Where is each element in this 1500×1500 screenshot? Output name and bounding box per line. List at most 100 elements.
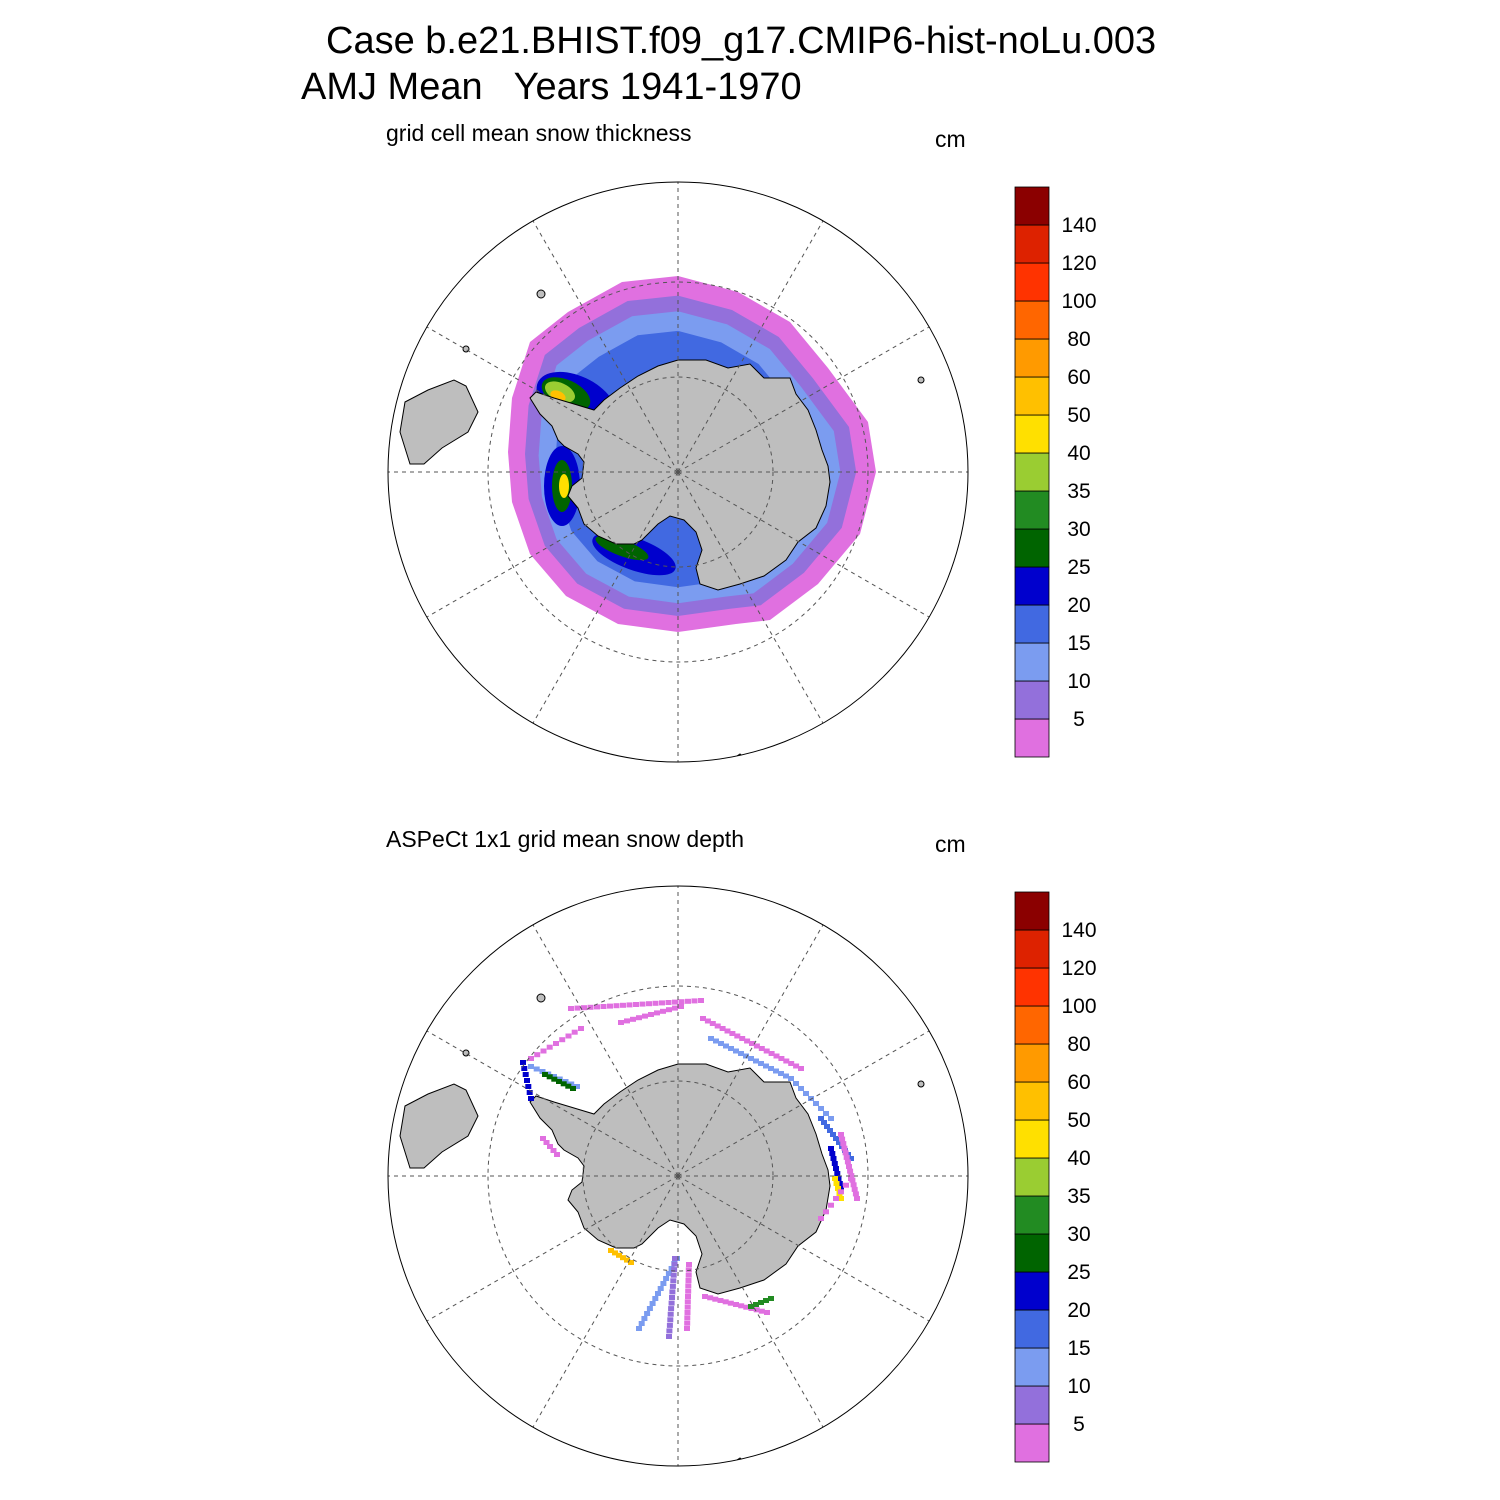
p2-observation-cell (838, 1196, 844, 1201)
p2-island (917, 1080, 925, 1088)
p2-observation-cell (758, 1046, 765, 1051)
p1-map-area (399, 276, 925, 762)
p2-observation-cell (684, 1320, 691, 1326)
p2-observation-cell (568, 1006, 574, 1011)
p1-meridian (677, 220, 824, 473)
p2-observation-cell (539, 1069, 546, 1074)
p1-colorbar-tick-label: 15 (1067, 632, 1090, 655)
p2-observation-cell (533, 1066, 540, 1072)
p2-observation-cell (528, 1056, 534, 1061)
p2-map-area (399, 993, 925, 1466)
p2-observation-cell (783, 1058, 790, 1064)
p2-observation-cell (758, 1308, 765, 1314)
p2-observation-cell (666, 1334, 672, 1339)
p2-observation-cell (753, 1307, 760, 1313)
p2-colorbar-tick-label: 5 (1073, 1413, 1085, 1436)
p2-observation-cell (620, 1255, 626, 1261)
p1-colorbar-swatch (1014, 566, 1050, 606)
p2-observation-cell (524, 1078, 530, 1083)
p2-observation-cell (836, 1181, 843, 1186)
p2-observation-cell (836, 1140, 842, 1145)
p2-colorbar-swatch (1014, 1385, 1050, 1425)
p2-observation-cell (763, 1298, 769, 1303)
p1-colorbar-tick-label: 40 (1067, 442, 1090, 465)
p2-observation-cell (854, 1196, 860, 1201)
p2-observation-cell (738, 1303, 745, 1309)
p2-observation-cell (831, 1161, 838, 1166)
p2-observation-cell (768, 1296, 774, 1301)
p2-observation-cell (669, 1283, 676, 1289)
p2-observation-cell (550, 1148, 557, 1153)
p2-observation-cell (665, 1271, 672, 1276)
p2-colorbar: 5 10 15 20 25 30 35 40 50 60 80 100 120 140 (1014, 891, 1097, 1463)
p2-observation-cell (667, 1311, 674, 1317)
p2-observation-cell (840, 1141, 847, 1147)
p2-colorbar-swatch (1014, 929, 1050, 969)
p1-colorbar-tick-label: 35 (1067, 480, 1090, 503)
p2-colorbar-swatch (1014, 1195, 1050, 1235)
p2-observation-cell (672, 1005, 678, 1011)
p2-observation-cell (608, 1248, 614, 1253)
p2-colorbar-swatch (1014, 1043, 1050, 1083)
p2-observation-cell (618, 1020, 624, 1025)
p1-colorbar-tick-label: 5 (1073, 708, 1085, 731)
p2-observation-cell (574, 1005, 581, 1011)
p2-observation-cell (642, 1013, 648, 1019)
p2-colorbar-tick-label: 10 (1067, 1375, 1090, 1398)
p2-observation-cell (758, 1300, 764, 1305)
p2-observation-cell (835, 1176, 842, 1181)
p2-observation-cell (832, 1176, 838, 1181)
p2-observation-cell (624, 1018, 630, 1024)
p2-observation-cell (553, 1041, 559, 1046)
p2-observation-cell (714, 1023, 721, 1029)
p2-observation-cell (685, 1278, 692, 1283)
p2-observation-cell (657, 1286, 664, 1291)
p2-colorbar-tick-label: 40 (1067, 1147, 1090, 1170)
p2-observation-cell (838, 1132, 844, 1137)
p1-snow-band-40-50 (559, 474, 569, 498)
p2-observation-cell (713, 1038, 719, 1044)
p2-observation-cell (727, 1300, 734, 1306)
p2-observation-cell (798, 1066, 804, 1071)
p2-observation-cell (719, 1026, 726, 1031)
p2-observation-cell (844, 1159, 851, 1165)
p2-colorbar-swatch (1014, 1347, 1050, 1387)
p2-observation-cell (684, 1299, 691, 1305)
p2-observation-cell (691, 998, 698, 1004)
p2-observation-cell (670, 1272, 677, 1278)
p2-observation-cell (828, 1202, 834, 1208)
p2-colorbar-swatch (1014, 1119, 1050, 1159)
p2-observation-cell (778, 1056, 785, 1061)
p2-colorbar-swatch (1014, 891, 1050, 931)
p1-colorbar-tick-label: 140 (1061, 214, 1096, 237)
p2-observation-cell (717, 1298, 724, 1303)
p2-latitude-circle (487, 985, 869, 1367)
panel1-units: cm (935, 126, 966, 152)
p2-observation-cell (842, 1150, 849, 1156)
p2-observation-cell (560, 1081, 567, 1087)
p2-observation-cell (712, 1296, 719, 1302)
p2-observation-cell (587, 1004, 594, 1010)
p2-observation-cell (818, 1106, 824, 1111)
p2-observation-cell (739, 1036, 746, 1041)
p2-observation-cell (616, 1252, 622, 1258)
p1-latitude-circle (582, 376, 774, 568)
p2-observation-cell (570, 1086, 576, 1091)
p2-observation-cell (704, 1018, 711, 1024)
p2-observation-cell (723, 1043, 729, 1049)
p2-observation-cell (709, 1021, 716, 1026)
p2-observation-cell (753, 1302, 759, 1307)
p2-observation-cell (749, 1041, 755, 1046)
p2-observation-cell (612, 1250, 618, 1256)
p2-observation-cell (672, 999, 678, 1005)
p2-observation-cell (763, 1063, 769, 1069)
p2-observation-cell (678, 1004, 684, 1009)
p2-observation-cell (684, 1304, 691, 1310)
p1-meridian (426, 326, 679, 473)
p2-meridian (532, 924, 679, 1177)
p2-colorbar-swatch (1014, 1157, 1050, 1197)
p2-observation-cell (654, 1010, 660, 1016)
p2-colorbar-swatch (1014, 1271, 1050, 1311)
p2-colorbar-tick-label: 25 (1067, 1261, 1090, 1284)
p2-observation-cell (663, 1276, 670, 1281)
